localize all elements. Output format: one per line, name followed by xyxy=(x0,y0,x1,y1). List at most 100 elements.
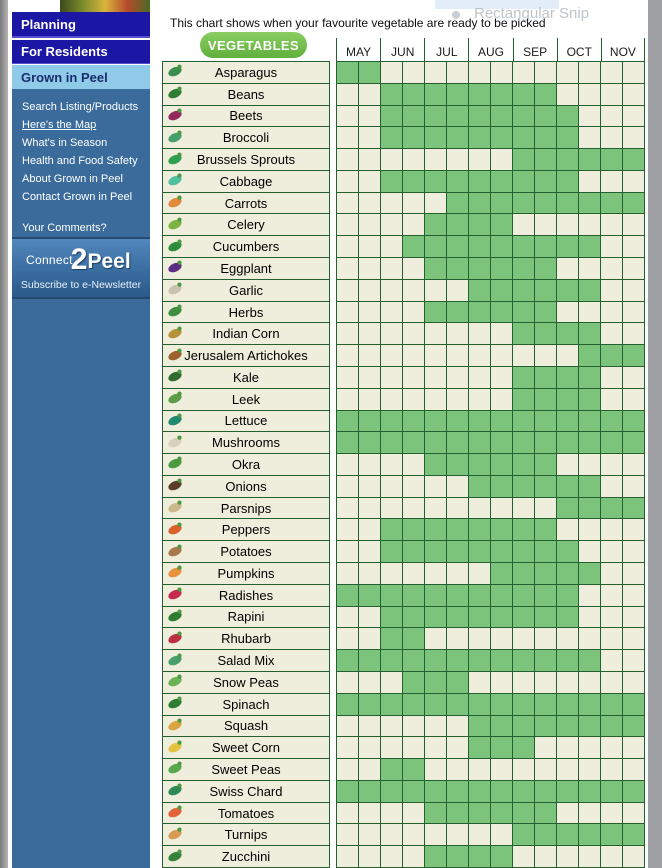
sidebar-link[interactable]: Here's the Map xyxy=(22,119,97,131)
vegetables-header-button[interactable]: VEGETABLES xyxy=(200,32,307,58)
season-cell xyxy=(491,432,512,454)
connect2peel-brand: Connect 2 Peel xyxy=(26,245,131,277)
season-cell xyxy=(381,149,402,170)
season-cell xyxy=(447,388,468,410)
season-cell xyxy=(337,149,358,170)
season-cell xyxy=(535,388,556,410)
season-cell xyxy=(359,650,380,671)
season-cell xyxy=(557,127,578,149)
season-cell xyxy=(447,432,468,454)
vegetable-row-label: Indian Corn xyxy=(163,323,329,345)
season-cell xyxy=(447,519,468,541)
season-cell xyxy=(601,780,622,802)
season-cell xyxy=(557,584,578,606)
season-cell xyxy=(469,214,490,236)
season-cell xyxy=(403,693,424,715)
season-cell xyxy=(491,584,512,606)
vegetable-name: Lettuce xyxy=(224,413,268,429)
brand-name: Peel xyxy=(87,250,131,273)
season-cell xyxy=(513,192,534,214)
season-cell xyxy=(425,584,446,606)
season-cell xyxy=(337,388,358,410)
season-cell xyxy=(337,105,358,127)
sidebar-links: Search Listing/Products Here's the Map Wha… xyxy=(12,89,150,206)
season-cell xyxy=(359,279,380,301)
season-cell xyxy=(337,650,358,671)
season-cell xyxy=(623,323,644,345)
season-cell xyxy=(403,366,424,388)
vegetable-row-label: Snow Peas xyxy=(163,671,329,693)
vegetable-row-label: Beets xyxy=(163,105,329,127)
season-cell xyxy=(447,127,468,149)
season-cell xyxy=(491,824,512,846)
sweet-peas-icon xyxy=(166,760,185,778)
cabbage-icon xyxy=(166,172,185,190)
season-cell xyxy=(513,671,534,693)
squash-icon xyxy=(166,717,185,735)
season-cell xyxy=(535,345,556,366)
snow-peas-icon xyxy=(166,673,185,691)
sidebar-item-your-comments[interactable]: Your Comments? xyxy=(22,222,107,234)
season-cell xyxy=(579,127,600,149)
season-cell xyxy=(557,780,578,802)
season-cell xyxy=(535,628,556,650)
season-cell xyxy=(469,105,490,127)
season-cell xyxy=(557,258,578,279)
vegetable-name: Salad Mix xyxy=(217,653,275,669)
season-cell xyxy=(513,105,534,127)
season-cell xyxy=(535,824,556,846)
season-cell xyxy=(425,279,446,301)
season-cell xyxy=(579,715,600,737)
season-cell xyxy=(359,83,380,105)
season-cell xyxy=(425,323,446,345)
season-cell xyxy=(623,149,644,170)
season-cell xyxy=(535,323,556,345)
vegetable-name: Leek xyxy=(231,391,261,407)
sidebar-link[interactable]: Health and Food Safety xyxy=(22,155,138,167)
season-cell xyxy=(601,279,622,301)
season-cell xyxy=(513,715,534,737)
sidebar-item-planning[interactable]: Planning xyxy=(12,12,150,38)
season-cell xyxy=(579,62,600,83)
vegetable-row-label: Sweet Corn xyxy=(163,737,329,759)
season-cell xyxy=(359,563,380,584)
season-cell xyxy=(337,192,358,214)
season-cell xyxy=(447,475,468,497)
swiss-chard-icon xyxy=(166,782,185,800)
vegetable-row-label: Lettuce xyxy=(163,410,329,432)
season-cell xyxy=(403,83,424,105)
season-cell xyxy=(491,846,512,867)
season-cell xyxy=(381,541,402,563)
season-cell xyxy=(425,846,446,867)
season-cell xyxy=(381,650,402,671)
season-cell xyxy=(447,236,468,258)
vegetable-name: Sweet Peas xyxy=(211,761,281,777)
season-cell xyxy=(623,628,644,650)
season-cell xyxy=(535,410,556,432)
sidebar-link[interactable]: What's in Season xyxy=(22,137,108,149)
season-cell xyxy=(469,410,490,432)
season-cell xyxy=(425,650,446,671)
spinach-icon xyxy=(166,695,185,713)
subscribe-newsletter-link[interactable]: Subscribe to e-Newsletter xyxy=(20,279,142,291)
season-cell xyxy=(579,323,600,345)
sidebar-link[interactable]: About Grown in Peel xyxy=(22,173,123,185)
connect2peel-logo[interactable]: Connect 2 Peel Subscribe to e-Newsletter xyxy=(12,237,150,299)
lettuce-icon xyxy=(166,412,185,430)
sidebar-item-for-residents[interactable]: For Residents xyxy=(12,40,150,64)
season-cell xyxy=(513,127,534,149)
month-label: SEP xyxy=(512,38,557,61)
sidebar-link[interactable]: Contact Grown in Peel xyxy=(22,191,133,203)
sidebar-item-grown-in-peel[interactable]: Grown in Peel xyxy=(12,65,150,89)
season-cell xyxy=(623,410,644,432)
sidebar-link[interactable]: Search Listing/Products xyxy=(22,101,139,113)
season-cell xyxy=(447,780,468,802)
season-cell xyxy=(579,563,600,584)
season-cell xyxy=(557,846,578,867)
zucchini-icon xyxy=(166,848,185,866)
season-cell xyxy=(557,149,578,170)
season-cell xyxy=(337,410,358,432)
season-cell xyxy=(623,693,644,715)
vegetable-name: Potatoes xyxy=(220,544,272,560)
season-cell xyxy=(601,105,622,127)
